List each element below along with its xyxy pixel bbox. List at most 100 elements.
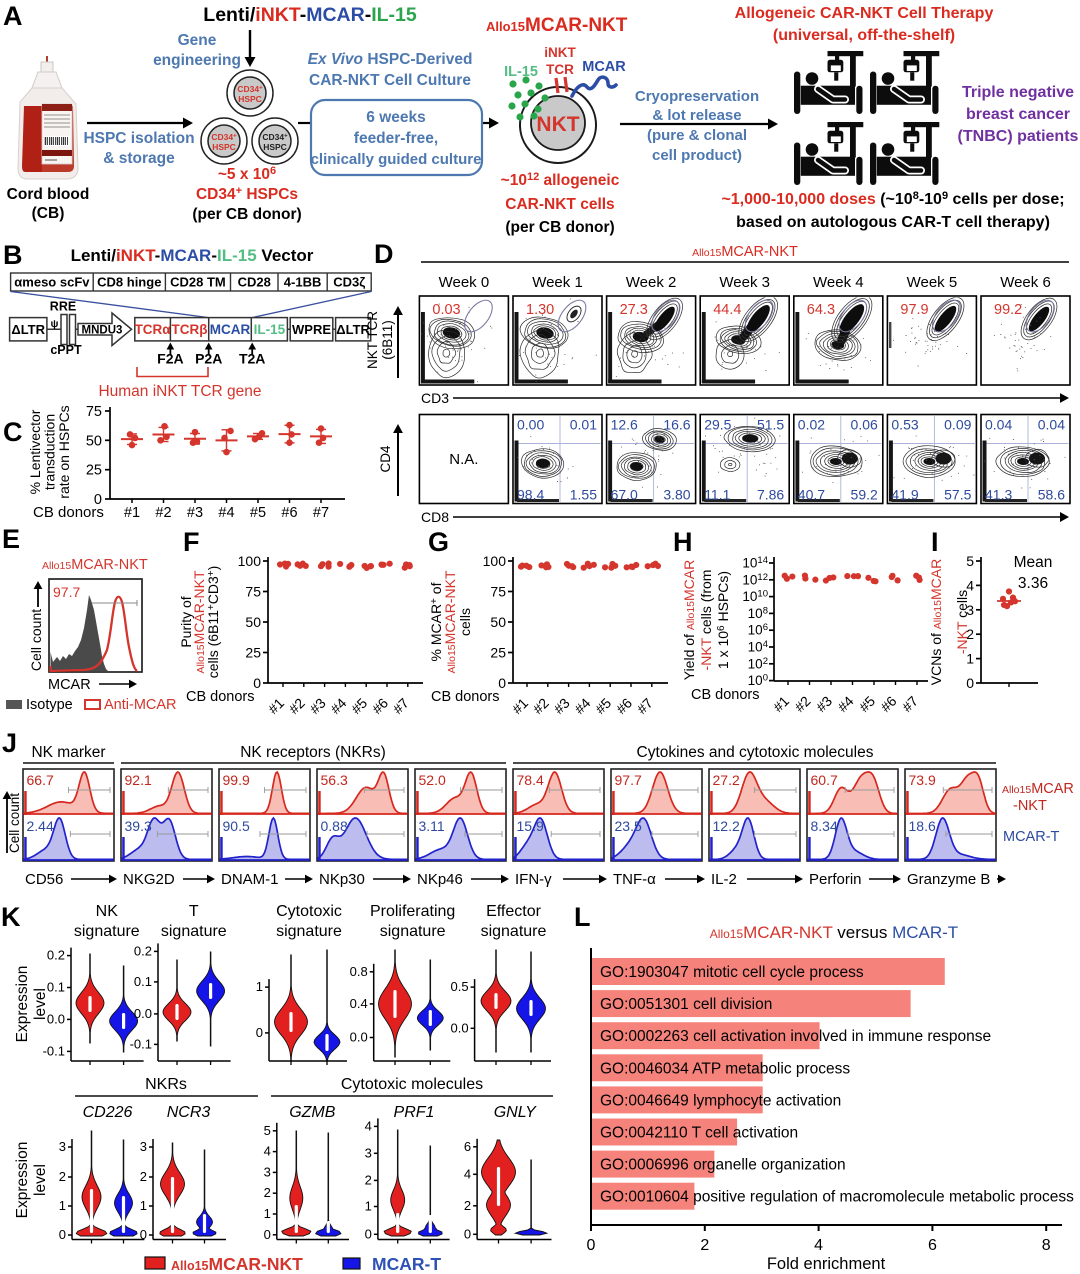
- svg-text:0: 0: [140, 1227, 147, 1242]
- svg-text:GNLY: GNLY: [494, 1104, 537, 1121]
- svg-text:αmeso scFv: αmeso scFv: [14, 275, 90, 290]
- svg-text:GO:0042110 T cell activation: GO:0042110 T cell activation: [600, 1125, 798, 1142]
- svg-text:MNDU3: MNDU3: [82, 325, 123, 337]
- svg-text:57.5: 57.5: [944, 487, 971, 503]
- svg-text:0: 0: [966, 675, 974, 691]
- svg-text:D: D: [374, 239, 394, 269]
- svg-text:Allo15MCAR-NKT versus MCAR-T: Allo15MCAR-NKT versus MCAR-T: [710, 923, 958, 942]
- svg-text:Fold enrichment: Fold enrichment: [767, 1255, 886, 1273]
- svg-text:level: level: [32, 1164, 49, 1196]
- svg-text:CD3: CD3: [421, 390, 449, 406]
- svg-text:4: 4: [966, 577, 974, 593]
- svg-text:breast cancer: breast cancer: [966, 106, 1070, 123]
- svg-text:1: 1: [365, 1199, 372, 1214]
- svg-text:Anti-MCAR: Anti-MCAR: [104, 697, 177, 713]
- svg-text:signature: signature: [380, 923, 446, 940]
- svg-text:98.4: 98.4: [517, 487, 544, 503]
- svg-text:2: 2: [700, 1237, 709, 1254]
- svg-text:25: 25: [86, 463, 102, 479]
- svg-text:GO:1903047 mitotic cell cycle: GO:1903047 mitotic cell cycle process: [600, 964, 864, 981]
- svg-text:signature: signature: [276, 923, 342, 940]
- svg-text:3: 3: [140, 1139, 147, 1154]
- svg-text:64.3: 64.3: [807, 302, 835, 318]
- svg-text:HSPC isolation: HSPC isolation: [83, 130, 194, 147]
- svg-text:0.2: 0.2: [134, 943, 152, 958]
- svg-text:& lot release: & lot release: [652, 107, 741, 124]
- svg-text:Week 5: Week 5: [907, 274, 958, 291]
- svg-text:Granzyme B: Granzyme B: [907, 871, 990, 888]
- svg-text:1 x 106 HSPCs): 1 x 106 HSPCs): [715, 571, 731, 669]
- svg-text:Effector: Effector: [486, 903, 542, 920]
- svg-text:Purity of: Purity of: [178, 596, 194, 647]
- svg-text:engineering: engineering: [153, 52, 241, 69]
- svg-text:MCAR: MCAR: [48, 677, 91, 693]
- svg-text:75: 75: [490, 584, 506, 600]
- svg-text:-NKT cells (from: -NKT cells (from: [698, 570, 714, 671]
- svg-text:(CB): (CB): [32, 205, 65, 222]
- svg-text:TCR: TCR: [546, 62, 574, 77]
- svg-text:F2A: F2A: [157, 351, 183, 367]
- svg-text:1: 1: [264, 1206, 271, 1221]
- svg-text:92.1: 92.1: [125, 772, 152, 788]
- svg-text:Triple negative: Triple negative: [962, 84, 1074, 101]
- svg-text:Allo15MCAR-NKT: Allo15MCAR-NKT: [171, 1254, 303, 1274]
- svg-text:(pure & clonal: (pure & clonal: [647, 127, 747, 144]
- svg-text:3.11: 3.11: [419, 818, 445, 834]
- svg-text:#6: #6: [281, 505, 297, 521]
- svg-text:IL-15: IL-15: [504, 64, 538, 80]
- svg-text:signature: signature: [74, 923, 140, 940]
- svg-text:GZMB: GZMB: [289, 1104, 336, 1121]
- svg-text:18.6: 18.6: [909, 818, 936, 834]
- svg-text:4: 4: [464, 1166, 471, 1181]
- svg-text:IFN-γ: IFN-γ: [515, 871, 552, 888]
- svg-text:MCAR-T: MCAR-T: [1003, 829, 1060, 845]
- svg-text:8.34: 8.34: [811, 818, 838, 834]
- svg-text:cells (6B11+CD3+): cells (6B11+CD3+): [205, 566, 221, 679]
- svg-text:0.03: 0.03: [432, 302, 460, 318]
- svg-text:75: 75: [86, 404, 102, 420]
- svg-text:Yield of Allo15MCAR: Yield of Allo15MCAR: [681, 560, 697, 681]
- svg-text:6 weeks: 6 weeks: [366, 109, 425, 126]
- svg-text:0.02: 0.02: [798, 417, 825, 433]
- svg-text:NCR3: NCR3: [167, 1104, 211, 1121]
- svg-text:#3: #3: [187, 505, 203, 521]
- svg-text:Allo15MCAR-NKT: Allo15MCAR-NKT: [191, 570, 207, 674]
- svg-text:-0.1: -0.1: [43, 1043, 65, 1058]
- svg-text:IL-15: IL-15: [254, 322, 286, 337]
- svg-text:cell product): cell product): [652, 147, 742, 164]
- svg-text:44.4: 44.4: [713, 302, 741, 318]
- svg-text:11.1: 11.1: [704, 487, 730, 503]
- svg-text:H: H: [673, 527, 693, 557]
- svg-text:Expression: Expression: [14, 966, 31, 1043]
- svg-text:3: 3: [966, 602, 974, 618]
- svg-text:clinically guided culture: clinically guided culture: [311, 151, 482, 168]
- svg-text:59.2: 59.2: [851, 487, 878, 503]
- svg-text:Week 2: Week 2: [626, 274, 677, 291]
- svg-text:-NKT: -NKT: [1013, 798, 1047, 814]
- svg-text:CD34+: CD34+: [211, 132, 237, 142]
- svg-text:2: 2: [966, 626, 974, 642]
- svg-text:CAR-NKT cells: CAR-NKT cells: [505, 196, 614, 213]
- svg-text:0: 0: [365, 1226, 372, 1241]
- svg-text:52.0: 52.0: [419, 772, 446, 788]
- svg-text:0.0: 0.0: [350, 1030, 368, 1045]
- svg-text:3.80: 3.80: [663, 487, 690, 503]
- svg-text:CB donors: CB donors: [186, 689, 255, 705]
- svg-text:GO:0051301 cell division: GO:0051301 cell division: [600, 996, 772, 1013]
- svg-text:ΔLTR: ΔLTR: [11, 322, 45, 337]
- svg-text:2: 2: [59, 1169, 66, 1184]
- svg-text:Expression: Expression: [14, 1142, 31, 1219]
- svg-text:HSPC: HSPC: [212, 142, 236, 152]
- svg-text:51.5: 51.5: [757, 417, 784, 433]
- svg-text:CD34+ HSPCs: CD34+ HSPCs: [196, 185, 298, 203]
- svg-text:N.A.: N.A.: [449, 451, 478, 468]
- svg-text:0.1: 0.1: [134, 974, 152, 989]
- svg-text:0: 0: [59, 1227, 66, 1242]
- svg-text:99.2: 99.2: [994, 302, 1022, 318]
- svg-text:CD8: CD8: [421, 509, 449, 525]
- svg-text:WPRE: WPRE: [292, 322, 331, 337]
- svg-text:~1012 allogeneic: ~1012 allogeneic: [501, 171, 620, 189]
- svg-text:E: E: [2, 524, 20, 554]
- svg-text:DNAM-1: DNAM-1: [221, 871, 279, 888]
- svg-text:3: 3: [59, 1139, 66, 1154]
